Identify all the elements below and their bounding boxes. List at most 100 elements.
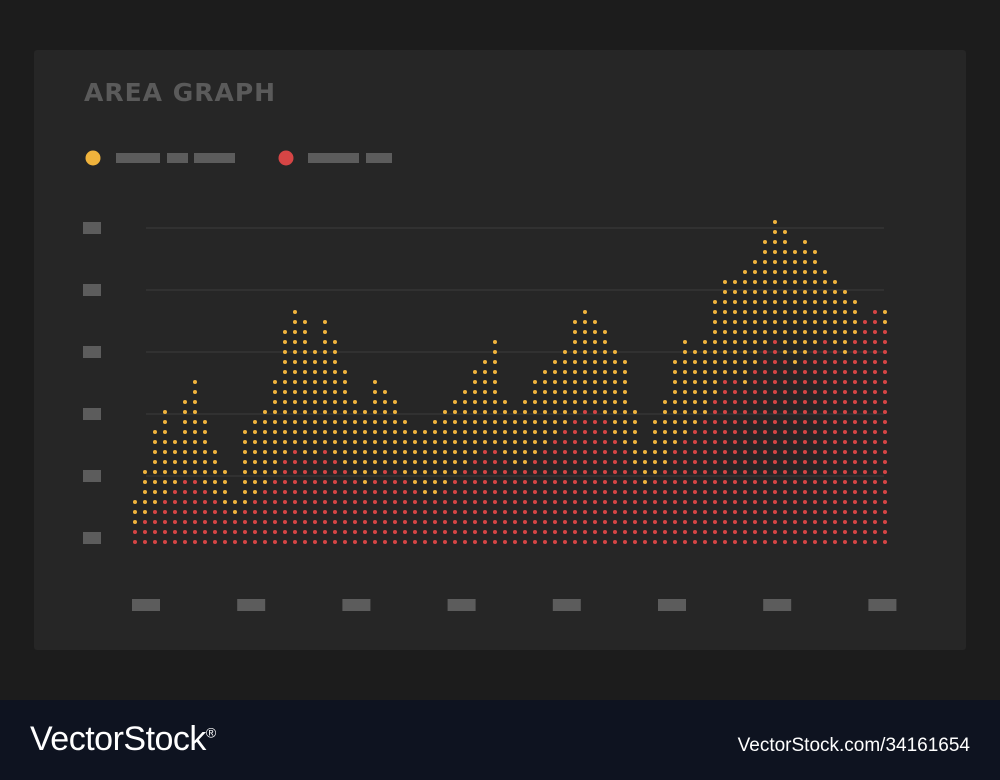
series-1-dot	[783, 300, 787, 304]
series-2-dot	[463, 520, 467, 524]
series-2-dot	[883, 540, 887, 544]
series-2-dot	[863, 510, 867, 514]
series-2-dot	[773, 490, 777, 494]
series-2-dot	[783, 390, 787, 394]
series-2-dot	[703, 490, 707, 494]
series-1-dot	[473, 430, 477, 434]
series-1-dot	[543, 420, 547, 424]
series-2-dot	[603, 500, 607, 504]
series-2-dot	[443, 540, 447, 544]
series-2-dot	[733, 440, 737, 444]
series-2-dot	[733, 510, 737, 514]
series-1-dot	[433, 430, 437, 434]
series-1-dot	[423, 490, 427, 494]
series-1-dot	[533, 410, 537, 414]
series-2-dot	[873, 440, 877, 444]
series-2-dot	[723, 390, 727, 394]
series-2-dot	[823, 350, 827, 354]
series-1-dot	[343, 460, 347, 464]
series-1-dot	[633, 460, 637, 464]
series-1-dot	[203, 440, 207, 444]
series-1-dot	[673, 380, 677, 384]
series-1-dot	[553, 380, 557, 384]
series-1-dot	[723, 280, 727, 284]
data-column	[823, 270, 827, 544]
series-2-dot	[883, 480, 887, 484]
series-2-dot	[373, 530, 377, 534]
series-2-dot	[593, 460, 597, 464]
series-2-dot	[853, 460, 857, 464]
series-1-dot	[793, 250, 797, 254]
series-2-dot	[743, 470, 747, 474]
series-2-dot	[503, 490, 507, 494]
series-2-dot	[863, 500, 867, 504]
data-column	[843, 290, 847, 544]
series-1-dot	[313, 450, 317, 454]
series-1-dot	[483, 390, 487, 394]
series-2-dot	[573, 450, 577, 454]
data-column	[723, 280, 727, 544]
series-2-dot	[783, 410, 787, 414]
series-2-dot	[683, 440, 687, 444]
series-1-dot	[793, 340, 797, 344]
series-2-dot	[533, 470, 537, 474]
series-1-dot	[253, 460, 257, 464]
series-1-dot	[653, 430, 657, 434]
series-1-dot	[783, 240, 787, 244]
series-2-dot	[853, 540, 857, 544]
series-2-dot	[353, 520, 357, 524]
series-1-dot	[523, 430, 527, 434]
series-2-dot	[343, 500, 347, 504]
data-column	[313, 350, 317, 544]
series-2-dot	[833, 490, 837, 494]
series-2-dot	[333, 460, 337, 464]
series-2-dot	[673, 500, 677, 504]
series-1-dot	[223, 500, 227, 504]
series-1-dot	[183, 450, 187, 454]
series-2-dot	[293, 490, 297, 494]
series-1-dot	[653, 460, 657, 464]
series-1-dot	[763, 270, 767, 274]
series-2-dot	[153, 520, 157, 524]
series-2-dot	[873, 360, 877, 364]
series-1-dot	[743, 350, 747, 354]
series-2-dot	[503, 540, 507, 544]
series-2-dot	[813, 380, 817, 384]
series-1-dot	[623, 440, 627, 444]
series-1-dot	[503, 450, 507, 454]
series-1-dot	[343, 420, 347, 424]
series-1-dot	[703, 410, 707, 414]
series-1-dot	[193, 390, 197, 394]
series-2-dot	[213, 500, 217, 504]
series-2-dot	[283, 460, 287, 464]
series-1-dot	[793, 300, 797, 304]
series-1-dot	[323, 380, 327, 384]
series-1-dot	[563, 400, 567, 404]
series-1-dot	[363, 440, 367, 444]
series-2-dot	[663, 470, 667, 474]
series-2-dot	[203, 540, 207, 544]
series-2-dot	[863, 340, 867, 344]
series-1-dot	[453, 410, 457, 414]
series-2-dot	[633, 500, 637, 504]
series-2-dot	[473, 530, 477, 534]
series-1-dot	[623, 370, 627, 374]
series-2-dot	[783, 500, 787, 504]
series-2-dot	[873, 420, 877, 424]
series-1-dot	[403, 470, 407, 474]
legend-label-placeholder	[366, 153, 392, 163]
series-2-dot	[473, 520, 477, 524]
series-1-dot	[223, 480, 227, 484]
series-2-dot	[533, 480, 537, 484]
legend-label-placeholder	[167, 153, 188, 163]
series-1-dot	[583, 370, 587, 374]
series-1-dot	[533, 440, 537, 444]
series-1-dot	[453, 440, 457, 444]
series-1-dot	[153, 490, 157, 494]
series-1-dot	[733, 330, 737, 334]
series-2-dot	[313, 500, 317, 504]
series-2-dot	[403, 480, 407, 484]
series-2-dot	[753, 530, 757, 534]
series-2-dot	[863, 380, 867, 384]
series-2-dot	[563, 460, 567, 464]
